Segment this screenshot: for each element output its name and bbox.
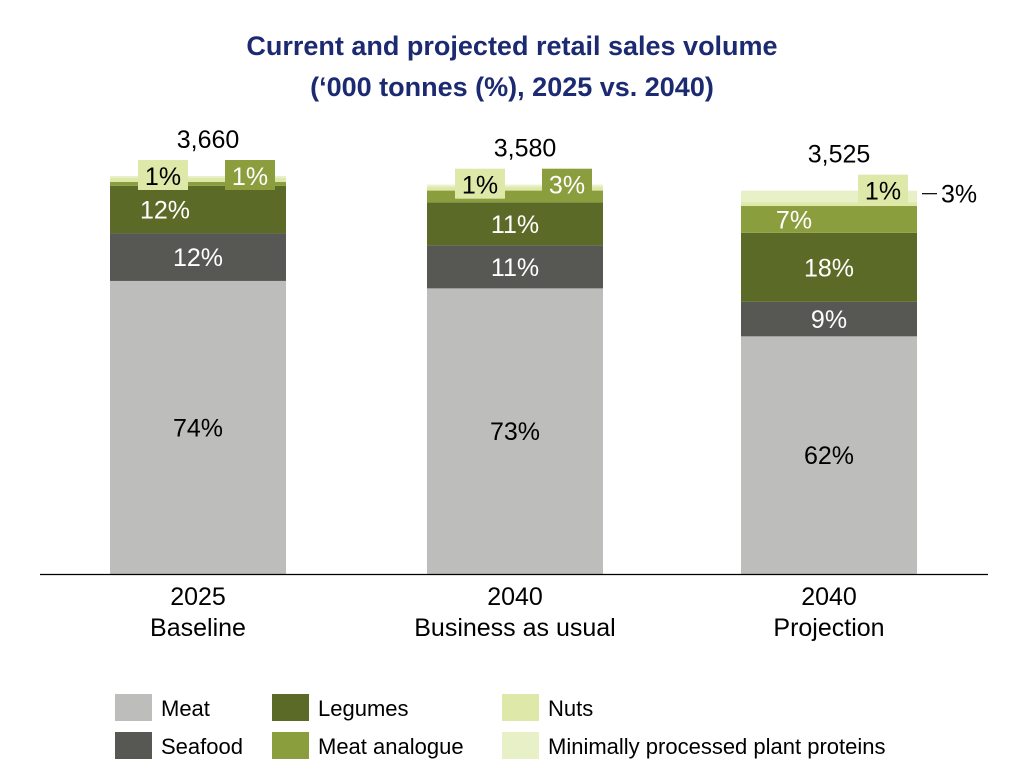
legend-label: Meat analogue <box>318 734 464 759</box>
data-label: 11% <box>491 211 539 239</box>
data-label: 11% <box>491 254 539 282</box>
bar-segment-meat <box>110 280 286 574</box>
legend-swatch <box>272 732 309 759</box>
legend-item-legumes: Legumes <box>272 694 409 721</box>
bar-segment-nuts <box>427 186 603 191</box>
chart-title: Current and projected retail sales volum… <box>246 31 777 61</box>
bars-group: 74% 12% 12% 1% 1% 3,660 73% 11% 11% 3% 1% 3,580 62% 9… <box>110 126 977 574</box>
label-box <box>858 174 908 205</box>
total-label: 3,525 <box>808 141 871 169</box>
legend-label: Legumes <box>318 696 409 721</box>
legend-item-meat-analogue: Meat analogue <box>272 732 464 759</box>
x-tick-name: Projection <box>773 614 884 642</box>
legend-swatch <box>502 694 539 721</box>
legend-swatch <box>502 732 539 759</box>
data-label: 12% <box>140 197 190 225</box>
bar-segment-seafood <box>741 301 917 337</box>
data-label: 18% <box>804 254 854 282</box>
bar-segment-seafood <box>110 233 286 281</box>
data-label: 74% <box>173 414 223 442</box>
x-tick-year: 2040 <box>487 583 543 611</box>
bar-segment-legumes <box>427 202 603 246</box>
bar-segment-legumes <box>741 232 917 302</box>
x-tick-name: Baseline <box>150 614 246 642</box>
bar-segment-nuts <box>741 202 917 207</box>
bar-segment-meat-analogue <box>110 181 286 186</box>
bar-segment-legumes <box>110 185 286 234</box>
legend-label: Seafood <box>161 734 243 759</box>
data-label: 1% <box>145 163 181 191</box>
total-label: 3,580 <box>494 135 557 163</box>
bar-segment-meat <box>741 336 917 574</box>
x-tick-year: 2025 <box>170 583 226 611</box>
data-label: 7% <box>776 206 812 234</box>
data-label: 12% <box>173 244 223 272</box>
label-box <box>225 160 275 190</box>
bar-segment-minimally-processed-plant-proteins <box>741 190 917 203</box>
legend-swatch <box>115 732 152 759</box>
bar-segment-meat-analogue <box>741 206 917 233</box>
legend-label: Meat <box>161 696 210 721</box>
data-label: 62% <box>804 442 854 470</box>
legend-label: Nuts <box>548 696 593 721</box>
bar-0: 74% 12% 12% 1% 1% 3,660 <box>110 126 286 574</box>
label-box <box>542 168 592 199</box>
bar-segment-minimally-processed-plant-proteins <box>427 184 603 187</box>
legend-item-meat: Meat <box>115 694 210 721</box>
bar-segment-minimally-processed-plant-proteins <box>110 176 286 178</box>
bar-segment-seafood <box>427 245 603 289</box>
data-label: 9% <box>811 306 847 334</box>
data-label: 3% <box>941 181 977 209</box>
total-label: 3,660 <box>177 126 240 154</box>
chart-subtitle: (‘000 tonnes (%), 2025 vs. 2040) <box>310 72 714 102</box>
data-label: 1% <box>462 172 498 200</box>
legend-item-nuts: Nuts <box>502 694 593 721</box>
label-box <box>138 160 188 190</box>
bar-1: 73% 11% 11% 3% 1% 3,580 <box>427 135 603 574</box>
bar-2: 62% 9% 18% 7% 1% 3% 3,525 <box>741 141 977 574</box>
legend-label: Minimally processed plant proteins <box>548 734 886 759</box>
x-tick-name: Business as usual <box>414 614 616 642</box>
data-label: 3% <box>549 172 585 200</box>
bar-segment-meat-analogue <box>427 190 603 203</box>
legend-swatch <box>115 694 152 721</box>
legend: Meat Seafood Legumes Meat analogue Nuts Minim… <box>115 694 886 759</box>
legend-item-minimally-processed-plant-proteins: Minimally processed plant proteins <box>502 732 886 759</box>
x-axis-labels: 2025 Baseline 2040 Business as usual 2040 Pro… <box>150 583 885 642</box>
legend-swatch <box>272 694 309 721</box>
bar-segment-meat <box>427 288 603 574</box>
x-tick-year: 2040 <box>801 583 857 611</box>
data-label: 1% <box>232 163 268 191</box>
data-label: 1% <box>865 178 901 206</box>
legend-item-seafood: Seafood <box>115 732 243 759</box>
label-box <box>455 168 505 199</box>
bar-segment-nuts <box>110 177 286 182</box>
data-label: 73% <box>490 418 540 446</box>
